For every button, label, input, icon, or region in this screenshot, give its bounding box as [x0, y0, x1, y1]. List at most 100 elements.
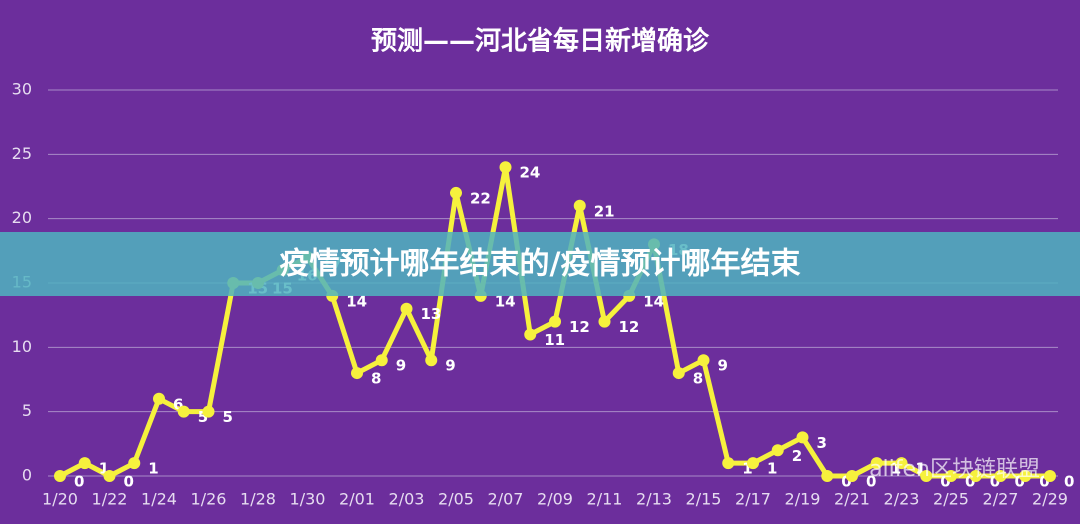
value-label: 1 [767, 460, 777, 478]
y-tick-label: 10 [12, 337, 32, 356]
data-point [846, 470, 858, 482]
data-point [103, 470, 116, 482]
data-point [1019, 470, 1032, 482]
x-tick-label: 1/24 [141, 490, 177, 509]
data-point [54, 470, 66, 482]
x-tick-label: 1/26 [191, 490, 227, 509]
x-tick-label: 2/09 [537, 490, 573, 509]
data-point [945, 470, 957, 482]
value-label: 12 [619, 318, 640, 336]
data-point [895, 457, 908, 470]
data-point [870, 457, 883, 470]
value-label: 0 [1064, 473, 1074, 491]
value-label: 9 [396, 357, 406, 375]
value-label: 0 [965, 473, 975, 491]
data-point [573, 199, 586, 212]
value-label: 14 [346, 292, 367, 310]
value-label: 2 [792, 447, 802, 465]
value-label: 6 [173, 395, 183, 413]
value-label: 0 [124, 473, 134, 491]
data-point [524, 328, 537, 341]
data-point [672, 367, 685, 380]
value-label: 13 [421, 305, 442, 323]
data-point [920, 470, 933, 482]
value-label: 9 [718, 357, 728, 375]
data-point [747, 457, 759, 470]
value-label: 12 [569, 318, 590, 336]
x-tick-label: 2/03 [389, 490, 425, 509]
watermark: alifen区块链联盟 [869, 457, 1040, 482]
banner-background [0, 232, 1080, 296]
data-point [549, 315, 561, 328]
x-tick-label: 2/27 [983, 490, 1019, 509]
data-point [450, 186, 462, 199]
data-point [375, 354, 388, 367]
x-tick-label: 1/22 [92, 490, 128, 509]
data-point [202, 405, 215, 418]
value-label: 0 [1015, 473, 1025, 491]
value-label: 14 [495, 292, 516, 310]
value-label: 1 [99, 460, 109, 478]
value-label: 22 [470, 189, 491, 207]
data-point [771, 444, 784, 457]
data-point [351, 367, 363, 380]
x-tick-label: 2/29 [1032, 490, 1068, 509]
y-tick-label: 5 [22, 401, 32, 420]
x-tick-label: 2/01 [339, 490, 375, 509]
value-label: 0 [940, 473, 950, 491]
y-tick-label: 25 [12, 144, 32, 163]
value-label: 0 [74, 473, 84, 491]
value-label: 3 [817, 434, 827, 452]
value-label: 0 [1039, 473, 1049, 491]
x-tick-label: 1/28 [240, 490, 276, 509]
data-point [78, 457, 91, 470]
x-tick-label: 2/15 [686, 490, 722, 509]
x-tick-label: 1/20 [42, 490, 78, 509]
value-label: 8 [371, 370, 381, 388]
y-tick-label: 0 [22, 466, 32, 485]
x-tick-label: 2/21 [834, 490, 870, 509]
data-point [722, 457, 735, 470]
value-label: 11 [544, 331, 565, 349]
value-label: 0 [866, 473, 876, 491]
value-label: 24 [520, 164, 541, 182]
data-point [598, 315, 611, 328]
value-label: 0 [841, 473, 851, 491]
data-point [796, 431, 809, 444]
value-label: 5 [223, 408, 233, 426]
x-tick-label: 2/11 [587, 490, 623, 509]
value-label: 1 [916, 460, 926, 478]
value-label: 5 [198, 408, 208, 426]
value-label: 8 [693, 370, 703, 388]
value-label: 9 [445, 357, 455, 375]
data-point [177, 405, 190, 418]
value-label: 1 [742, 460, 752, 478]
data-point [400, 302, 413, 315]
x-tick-label: 2/05 [438, 490, 474, 509]
data-point [697, 354, 710, 367]
x-tick-label: 2/23 [884, 490, 920, 509]
data-point [994, 470, 1007, 482]
value-label: 14 [643, 292, 664, 310]
value-label: 0 [990, 473, 1000, 491]
value-label: 1 [891, 460, 901, 478]
x-tick-label: 2/17 [735, 490, 771, 509]
data-point [425, 354, 438, 367]
x-tick-label: 1/30 [290, 490, 326, 509]
x-tick-label: 2/25 [933, 490, 969, 509]
x-tick-label: 2/13 [636, 490, 672, 509]
data-point [1044, 470, 1056, 482]
y-tick-label: 20 [12, 208, 32, 227]
y-tick-label: 30 [12, 80, 32, 99]
data-point [499, 161, 512, 174]
x-tick-label: 2/07 [488, 490, 524, 509]
data-point [153, 392, 165, 405]
chart-title: 预测——河北省每日新增确诊 [371, 26, 710, 57]
data-point [128, 457, 141, 470]
data-point [969, 470, 982, 482]
value-label: 1 [148, 460, 158, 478]
value-label: 21 [594, 202, 615, 220]
data-point [821, 470, 834, 482]
